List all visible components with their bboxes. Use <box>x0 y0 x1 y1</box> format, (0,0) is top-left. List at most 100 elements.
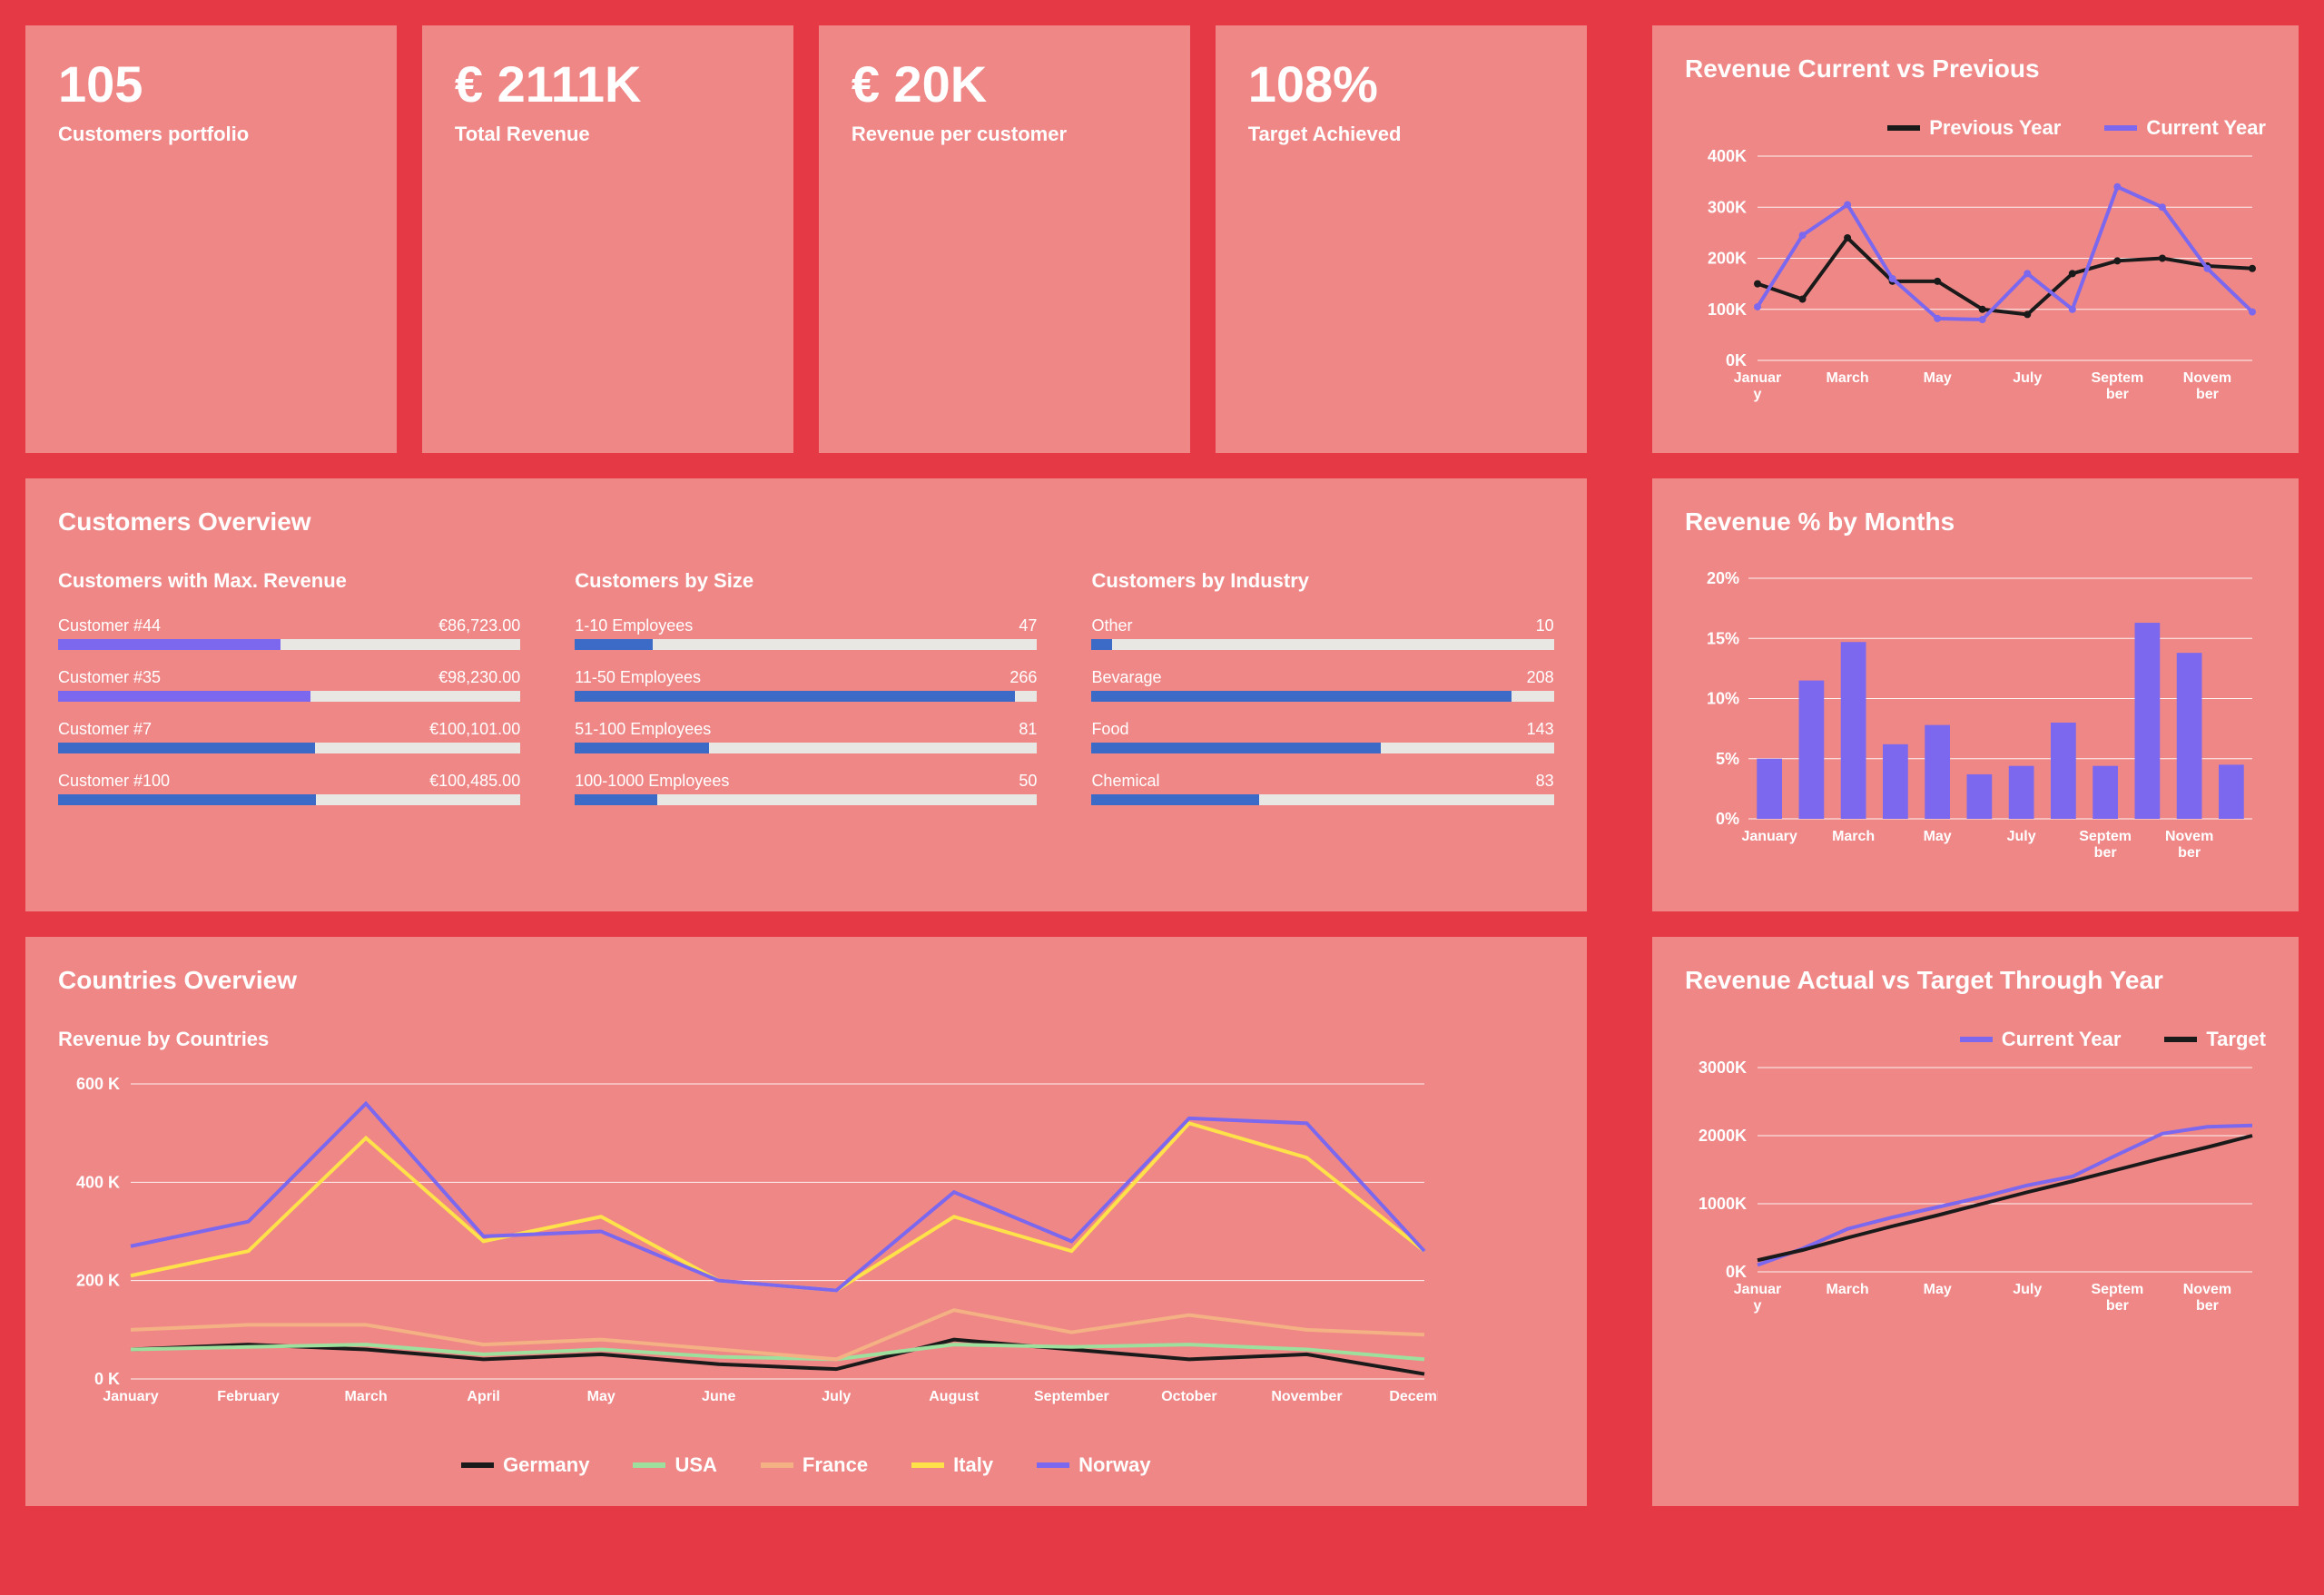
svg-text:20%: 20% <box>1707 569 1739 587</box>
bar-fill <box>575 743 709 753</box>
bar-label: Chemical <box>1091 772 1159 791</box>
panel-customers-overview: Customers Overview Customers with Max. R… <box>25 478 1587 911</box>
legend-item: Current Year <box>1960 1028 2122 1051</box>
bar-value: 81 <box>1019 720 1037 739</box>
legend: Previous Year Current Year <box>1685 116 2266 140</box>
svg-text:ber: ber <box>2178 845 2201 861</box>
svg-text:ber: ber <box>2196 1298 2219 1314</box>
section-title: Customers with Max. Revenue <box>58 569 520 593</box>
legend-item: Previous Year <box>1887 116 2061 140</box>
col-max-revenue: Customers with Max. Revenue Customer #44… <box>58 569 520 823</box>
legend-label: USA <box>675 1453 716 1477</box>
bar-row: Customer #100€100,485.00 <box>58 772 520 805</box>
svg-text:ber: ber <box>2196 387 2219 402</box>
bar-track <box>58 691 520 702</box>
section-title: Customers by Industry <box>1091 569 1553 593</box>
svg-text:September: September <box>1034 1389 1109 1404</box>
bar-value: 47 <box>1019 616 1037 635</box>
bar-label: Customer #100 <box>58 772 170 791</box>
legend-swatch <box>1887 125 1920 131</box>
legend-item: France <box>761 1453 868 1477</box>
bar-value: 10 <box>1536 616 1554 635</box>
bar-value: 50 <box>1019 772 1037 791</box>
bar-fill <box>1091 639 1111 650</box>
svg-text:1000K: 1000K <box>1699 1195 1747 1213</box>
bar-track <box>58 639 520 650</box>
bar-row: Other 10 <box>1091 616 1553 650</box>
bar-fill <box>1091 794 1259 805</box>
panel-title: Customers Overview <box>58 507 1554 537</box>
legend-label: Norway <box>1078 1453 1150 1477</box>
panel-revenue-avt: Revenue Actual vs Target Through Year Cu… <box>1652 937 2299 1506</box>
svg-text:ber: ber <box>2094 845 2117 861</box>
bar-row: Food143 <box>1091 720 1553 753</box>
bar-track <box>575 639 1037 650</box>
svg-text:Septem: Septem <box>2079 829 2132 844</box>
legend-swatch <box>461 1462 494 1468</box>
svg-text:March: March <box>1827 1282 1869 1297</box>
bar-fill <box>575 794 657 805</box>
svg-text:May: May <box>1924 829 1952 844</box>
bar-label: Food <box>1091 720 1128 739</box>
svg-text:10%: 10% <box>1707 690 1739 708</box>
bar-label: Bevarage <box>1091 668 1161 687</box>
panel-title: Revenue % by Months <box>1685 507 2266 537</box>
bar-fill <box>575 691 1015 702</box>
svg-text:May: May <box>1924 370 1952 386</box>
kpi-label: Revenue per customer <box>852 123 1157 146</box>
legend: GermanyUSAFranceItalyNorway <box>58 1453 1554 1477</box>
bar-label: Customer #44 <box>58 616 161 635</box>
bar-track <box>1091 794 1553 805</box>
bar-row: Customer #35€98,230.00 <box>58 668 520 702</box>
legend-item: Current Year <box>2104 116 2266 140</box>
line-chart-cvp: 0K100K200K300K400KJanuaryMarchMayJulySep… <box>1685 147 2266 424</box>
section-title: Revenue by Countries <box>58 1028 1554 1051</box>
svg-text:July: July <box>2013 370 2042 386</box>
kpi-label: Target Achieved <box>1248 123 1554 146</box>
panel-revenue-cvp: Revenue Current vs Previous Previous Yea… <box>1652 25 2299 453</box>
bar-value: 266 <box>1009 668 1037 687</box>
kpi-value: € 2111K <box>455 54 761 113</box>
svg-text:Novem: Novem <box>2183 1282 2231 1297</box>
panel-title: Countries Overview <box>58 966 1554 995</box>
bar-label: Customer #7 <box>58 720 152 739</box>
legend-swatch <box>633 1462 665 1468</box>
bar-value: 208 <box>1527 668 1554 687</box>
bar-fill <box>58 691 310 702</box>
legend-swatch <box>2164 1037 2197 1042</box>
bar-row: 11-50 Employees 266 <box>575 668 1037 702</box>
bar-label: 11-50 Employees <box>575 668 701 687</box>
svg-text:Januar: Januar <box>1734 370 1781 386</box>
bar-track <box>58 794 520 805</box>
svg-text:July: July <box>822 1389 851 1404</box>
bar-label: Other <box>1091 616 1132 635</box>
bar-label: 1-10 Employees <box>575 616 693 635</box>
kpi-card-total-revenue: € 2111K Total Revenue <box>422 25 793 453</box>
svg-text:y: y <box>1754 1298 1762 1314</box>
legend-swatch <box>761 1462 793 1468</box>
svg-text:0K: 0K <box>1726 1263 1747 1281</box>
col-by-size: Customers by Size 1-10 Employees 47 11-50 … <box>575 569 1037 823</box>
legend-swatch <box>1960 1037 1993 1042</box>
bar-label: Customer #35 <box>58 668 161 687</box>
svg-text:July: July <box>2013 1282 2042 1297</box>
svg-text:August: August <box>929 1389 980 1404</box>
section-title: Customers by Size <box>575 569 1037 593</box>
panel-title: Revenue Current vs Previous <box>1685 54 2266 84</box>
svg-text:400K: 400K <box>1708 147 1747 165</box>
bar-track <box>575 743 1037 753</box>
legend-item: Germany <box>461 1453 589 1477</box>
svg-text:Novem: Novem <box>2165 829 2213 844</box>
legend-item: USA <box>633 1453 716 1477</box>
bar-row: 100-1000 Employees50 <box>575 772 1037 805</box>
svg-text:0%: 0% <box>1716 810 1739 828</box>
legend-item: Norway <box>1037 1453 1150 1477</box>
svg-text:ber: ber <box>2106 1298 2129 1314</box>
bar-row: Customer #44€86,723.00 <box>58 616 520 650</box>
svg-text:y: y <box>1754 387 1762 402</box>
panel-countries-overview: Countries Overview Revenue by Countries … <box>25 937 1587 1506</box>
panel-revenue-pct: Revenue % by Months 0%5%10%15%20%January… <box>1652 478 2299 911</box>
svg-text:0 K: 0 K <box>94 1370 120 1388</box>
svg-text:March: March <box>1827 370 1869 386</box>
legend-item: Target <box>2164 1028 2266 1051</box>
